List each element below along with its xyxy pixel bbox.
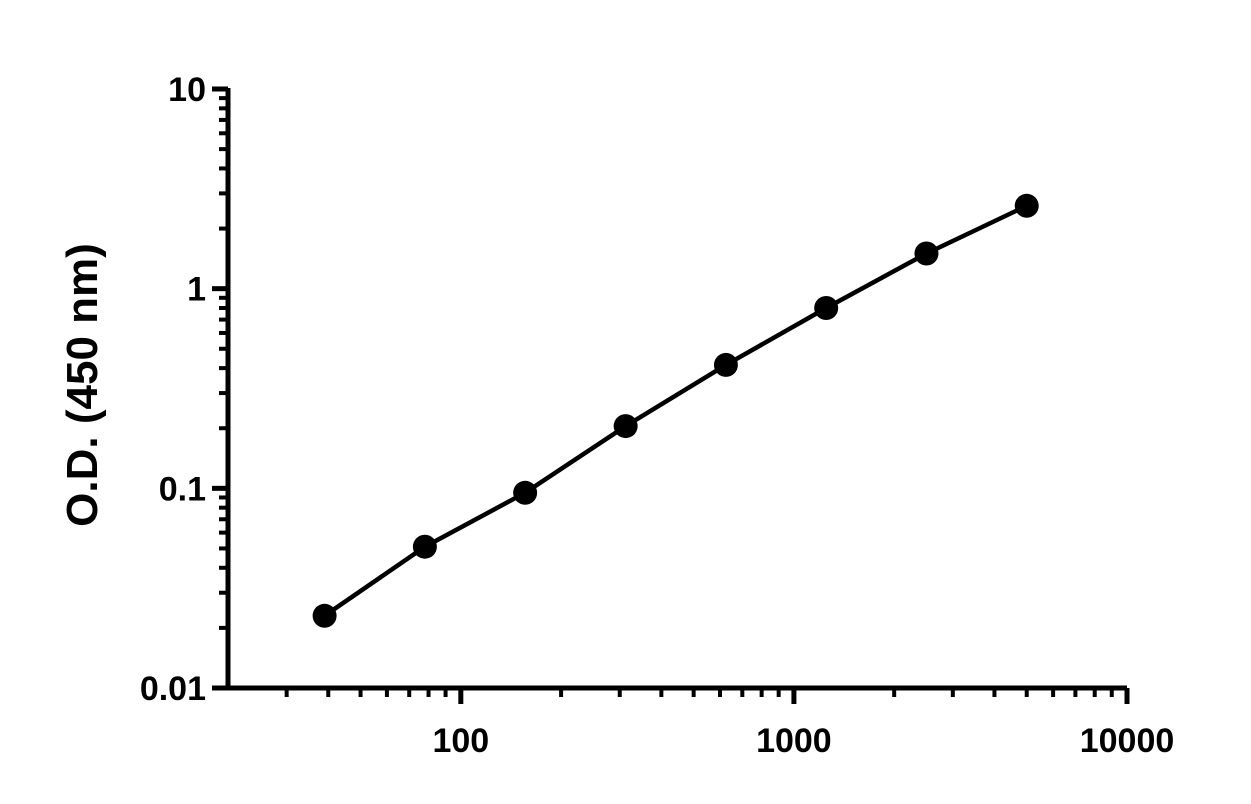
y-tick-label: 0.1: [159, 470, 206, 508]
data-point: [412, 534, 437, 559]
data-point: [312, 603, 337, 628]
y-axis-title: O.D. (450 nm): [58, 243, 107, 527]
x-tick-label: 100: [432, 722, 489, 760]
x-tick-label: 10000: [1080, 722, 1175, 760]
data-point: [814, 296, 839, 321]
x-tick-label: 1000: [756, 722, 832, 760]
x-axis: 100 1000 10000: [226, 685, 1175, 760]
data-point: [613, 414, 638, 439]
y-axis: 0.01 0.1 1 10: [140, 71, 231, 708]
data-point: [713, 352, 738, 377]
y-tick-label: 1: [187, 271, 206, 309]
data-point: [1014, 193, 1039, 218]
y-tick-label: 0.01: [140, 670, 206, 708]
data-series: [312, 193, 1039, 628]
y-tick-label: 10: [168, 71, 206, 109]
data-point: [513, 480, 538, 505]
data-point: [914, 241, 939, 266]
series-line: [323, 203, 1028, 618]
